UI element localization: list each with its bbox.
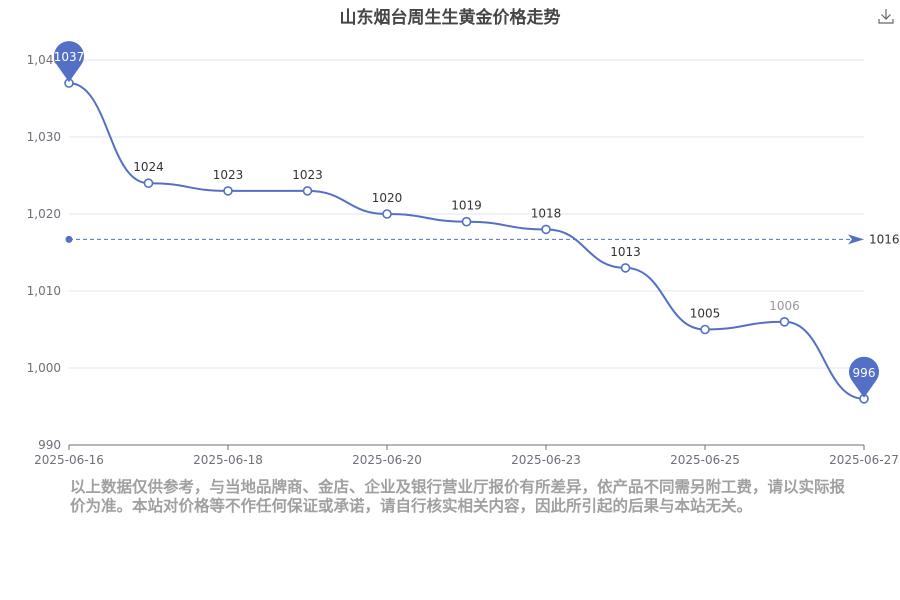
average-line-start: [65, 235, 73, 243]
data-point: [700, 324, 710, 335]
x-tick-label: 2025-06-18: [193, 453, 263, 467]
y-tick-label: 1,040: [27, 53, 61, 67]
average-label: 1016: [869, 232, 900, 246]
x-tick-label: 2025-06-23: [511, 453, 581, 467]
data-label: 1020: [372, 191, 403, 205]
x-tick-label: 2025-06-27: [829, 453, 899, 467]
data-point: [461, 216, 472, 227]
x-tick-label: 2025-06-20: [352, 453, 422, 467]
data-point: [302, 186, 313, 196]
data-label: 1023: [292, 168, 323, 182]
data-label: 1005: [690, 307, 721, 321]
data-point: [143, 178, 154, 188]
y-tick-label: 1,020: [27, 207, 61, 221]
data-point: [223, 186, 233, 196]
chart-title: 山东烟台周生生黄金价格走势: [339, 8, 561, 28]
data-label: 1018: [531, 206, 562, 220]
data-label: 1019: [451, 199, 482, 213]
average-arrow: [848, 234, 864, 245]
x-tick-label: 2025-06-16: [34, 453, 104, 467]
data-point: [541, 224, 551, 235]
disclaimer-text: 以上数据仅供参考，与当地品牌商、金店、企业及银行营业厅报价有所差异，依产品不同需…: [70, 478, 846, 515]
x-tick-label: 2025-06-25: [670, 453, 740, 467]
data-label: 1023: [213, 168, 244, 182]
y-tick-label: 1,030: [27, 130, 61, 144]
max-pin: [54, 41, 84, 83]
data-label: 1006: [769, 299, 800, 313]
data-point: [779, 316, 790, 327]
y-tick-label: 1,000: [27, 361, 61, 375]
download-icon[interactable]: [876, 6, 896, 26]
data-label: 1024: [133, 160, 164, 174]
min-pin-label: 996: [853, 366, 876, 380]
price-line: [68, 82, 865, 400]
y-tick-label: 990: [38, 438, 61, 452]
min-pin: [849, 356, 880, 398]
max-pin-label: 1037: [54, 50, 85, 64]
data-label: 1013: [610, 245, 641, 259]
data-point: [382, 209, 392, 219]
y-tick-label: 1,010: [27, 284, 61, 298]
data-point: [620, 263, 631, 273]
